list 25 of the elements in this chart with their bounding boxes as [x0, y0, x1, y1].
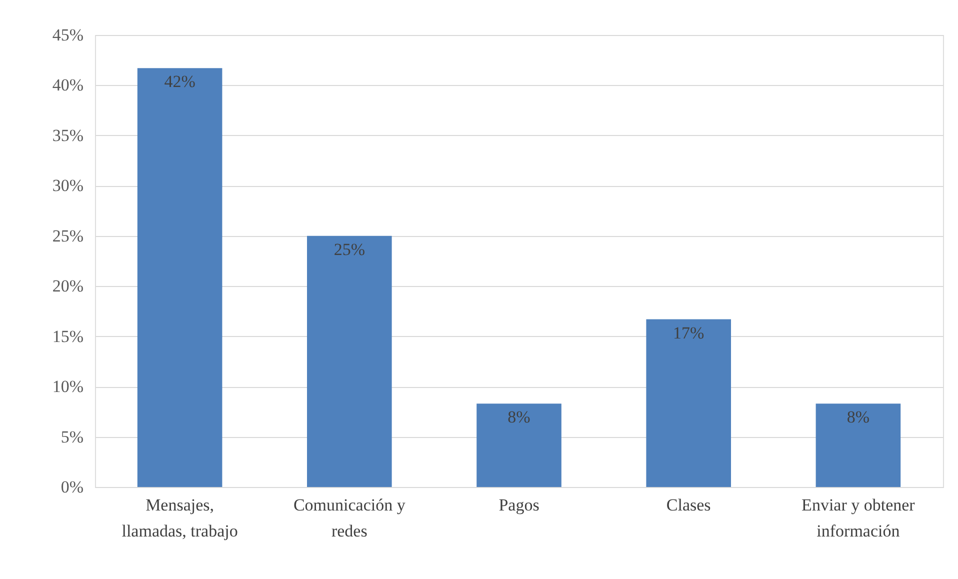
x-tick-label: Clases [666, 496, 711, 514]
y-tick-label: 20% [52, 276, 84, 296]
bar [307, 236, 392, 487]
x-tick-label: Pagos [498, 496, 540, 514]
data-label: 25% [334, 240, 365, 259]
bar [476, 404, 562, 487]
y-tick-label: 40% [52, 76, 84, 95]
y-tick-label: 10% [52, 377, 84, 396]
data-label: 8% [508, 408, 530, 427]
data-label: 17% [673, 323, 704, 342]
x-tick-label: Enviar y obtener información [802, 496, 916, 540]
bar [646, 319, 731, 487]
y-tick-label: 30% [52, 176, 84, 196]
data-label: 42% [164, 72, 196, 92]
data-label: 8% [846, 408, 870, 427]
y-tick-label: 15% [52, 326, 84, 346]
y-tick-label: 5% [60, 427, 84, 446]
bar [137, 68, 222, 487]
y-tick-label: 35% [52, 126, 84, 145]
y-tick-label: 0% [60, 478, 84, 496]
y-tick-label: 25% [52, 226, 84, 246]
y-tick-label: 45% [52, 26, 84, 44]
x-tick-label: Mensajes, llamadas, trabajo [122, 496, 238, 540]
x-tick-label: Comunicación y redes [293, 496, 406, 540]
bar [816, 404, 901, 487]
